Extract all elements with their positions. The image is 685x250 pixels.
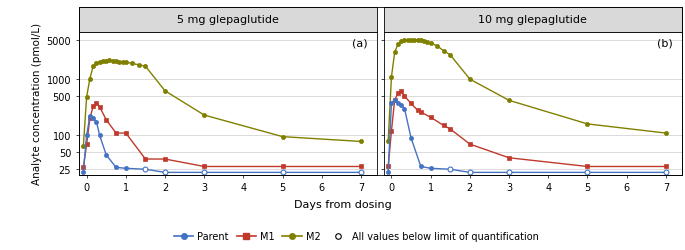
Text: (b): (b)	[657, 38, 673, 48]
Text: 10 mg glepaglutide: 10 mg glepaglutide	[478, 15, 587, 25]
Text: 5 mg glepaglutide: 5 mg glepaglutide	[177, 15, 279, 25]
Text: (a): (a)	[352, 38, 368, 48]
Legend: Parent, M1, M2, All values below limit of quantification: Parent, M1, M2, All values below limit o…	[170, 228, 543, 245]
Text: Days from dosing: Days from dosing	[294, 199, 391, 209]
Y-axis label: Analyte concentration (pmol/L): Analyte concentration (pmol/L)	[32, 23, 42, 184]
